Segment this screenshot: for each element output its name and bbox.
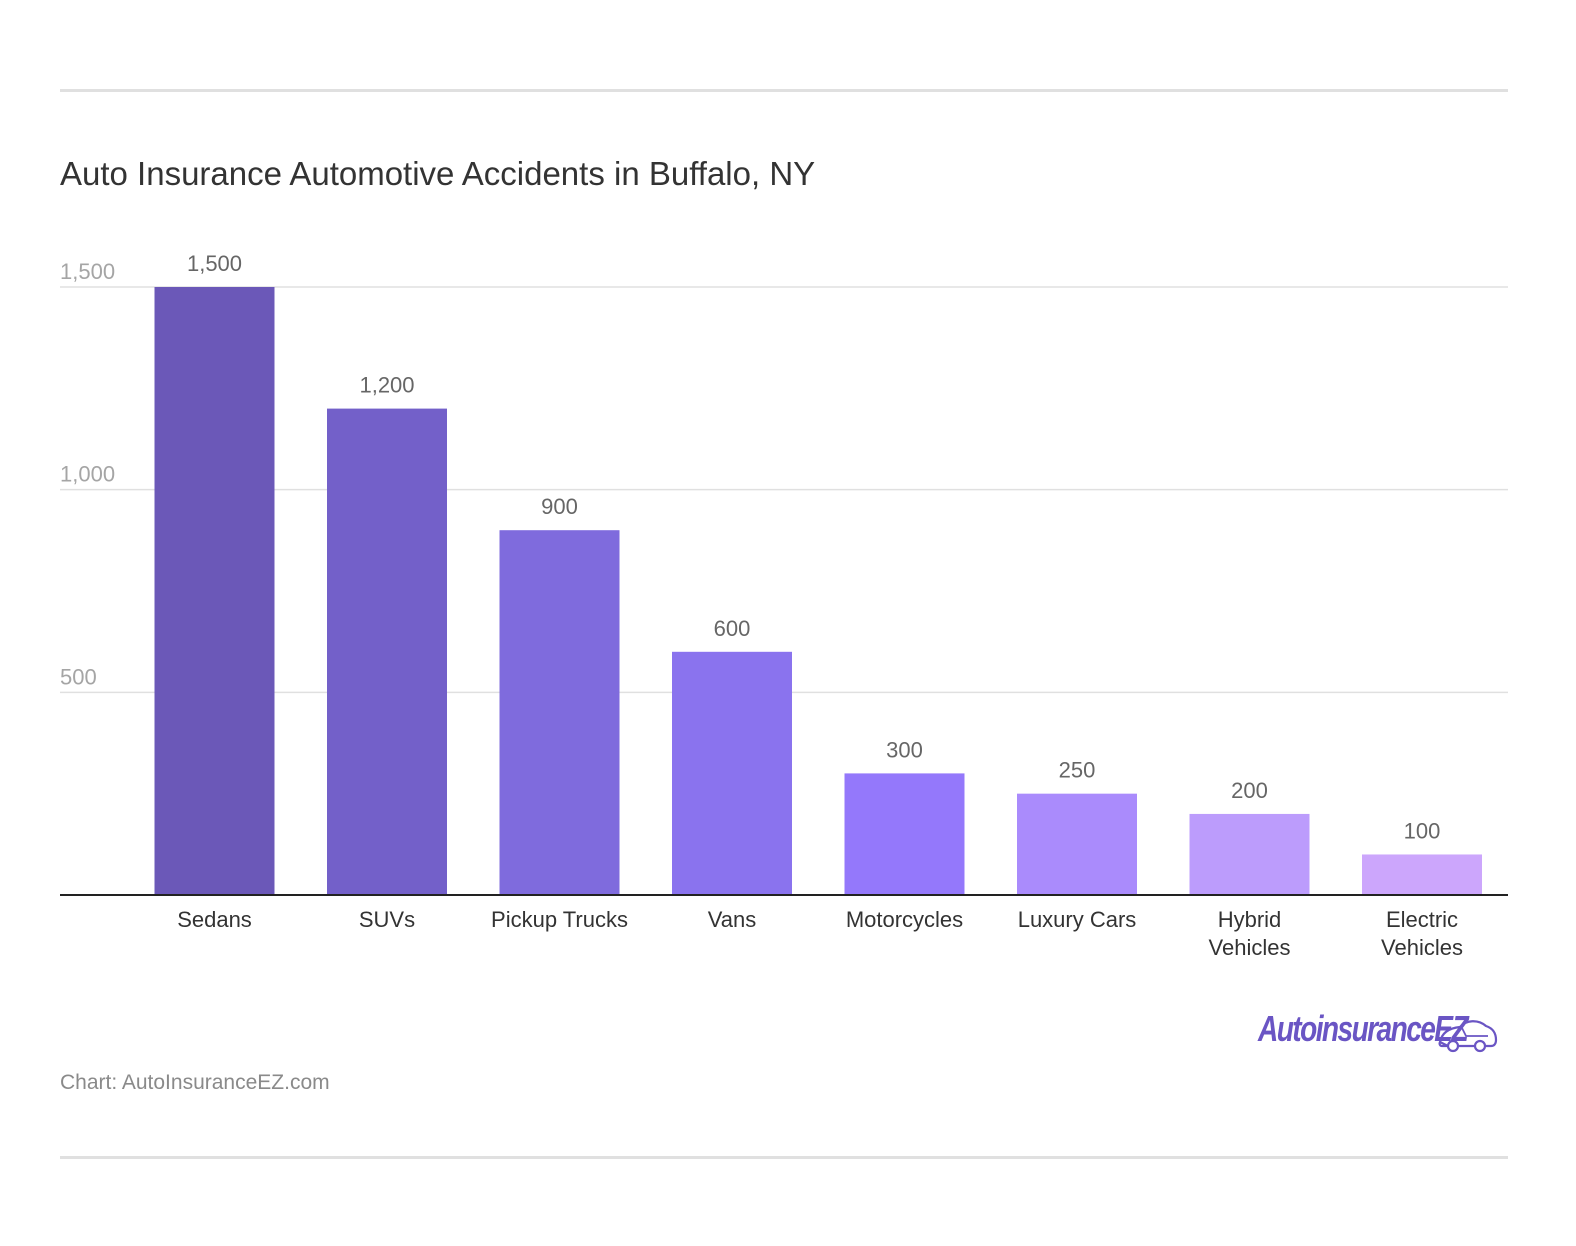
x-tick-label-line: Electric	[1386, 907, 1458, 932]
bar	[327, 408, 447, 895]
x-tick-label-line: Sedans	[177, 907, 252, 932]
y-tick-label: 1,500	[60, 259, 115, 284]
value-label: 300	[886, 737, 923, 762]
value-label: 900	[541, 494, 578, 519]
logo-wordmark: AutoinsuranceEZ	[1258, 1008, 1469, 1049]
value-label: 250	[1059, 758, 1096, 783]
x-tick-label-line: Vehicles	[1209, 935, 1291, 960]
bars	[154, 287, 1482, 895]
x-tick-label: Vans	[708, 907, 757, 932]
x-tick-label: Luxury Cars	[1018, 907, 1137, 932]
x-tick-label: Sedans	[177, 907, 252, 932]
car-icon	[1438, 1020, 1498, 1053]
x-tick-label-line: SUVs	[359, 907, 415, 932]
top-divider	[60, 89, 1508, 92]
x-tick-label: Pickup Trucks	[491, 907, 628, 932]
x-tick-label-line: Vans	[708, 907, 757, 932]
bar	[672, 651, 792, 895]
x-tick-label-line: Motorcycles	[846, 907, 963, 932]
x-tick-label-line: Vehicles	[1381, 935, 1463, 960]
bar	[1017, 793, 1137, 895]
value-label: 1,500	[187, 251, 242, 276]
bar	[1362, 854, 1482, 895]
x-tick-label: Electric Vehicles	[1381, 907, 1463, 960]
chart-source: Chart: AutoInsuranceEZ.com	[60, 1071, 330, 1094]
x-tick-label-line: Pickup Trucks	[491, 907, 628, 932]
y-tick-label: 500	[60, 664, 97, 689]
bar	[154, 287, 275, 895]
y-axis-ticks: 500 1,000 1,500	[60, 259, 115, 689]
bottom-divider	[60, 1156, 1508, 1159]
brand-logo: AutoinsuranceEZ	[1258, 1008, 1508, 1056]
bar	[1189, 813, 1310, 895]
x-tick-label-line: Hybrid	[1218, 907, 1282, 932]
x-tick-label: Motorcycles	[846, 907, 963, 932]
value-label: 100	[1404, 818, 1441, 843]
chart-title: Auto Insurance Automotive Accidents in B…	[60, 155, 816, 192]
y-tick-label: 1,000	[60, 462, 115, 487]
value-label: 200	[1231, 778, 1268, 803]
x-tick-label-line: Luxury Cars	[1018, 907, 1137, 932]
value-label: 600	[714, 616, 751, 641]
x-axis-labels: Sedans SUVs Pickup Trucks Vans Motorcycles Lu…	[177, 907, 1463, 960]
x-tick-label: SUVs	[359, 907, 415, 932]
x-tick-label: Hybrid Vehicles	[1209, 907, 1291, 960]
bar	[844, 773, 965, 895]
gridlines	[60, 286, 1508, 694]
bar	[499, 530, 620, 895]
value-label: 1,200	[359, 373, 414, 398]
value-labels: 1,500 1,200 900 600 300 250 200 100	[187, 251, 1440, 843]
